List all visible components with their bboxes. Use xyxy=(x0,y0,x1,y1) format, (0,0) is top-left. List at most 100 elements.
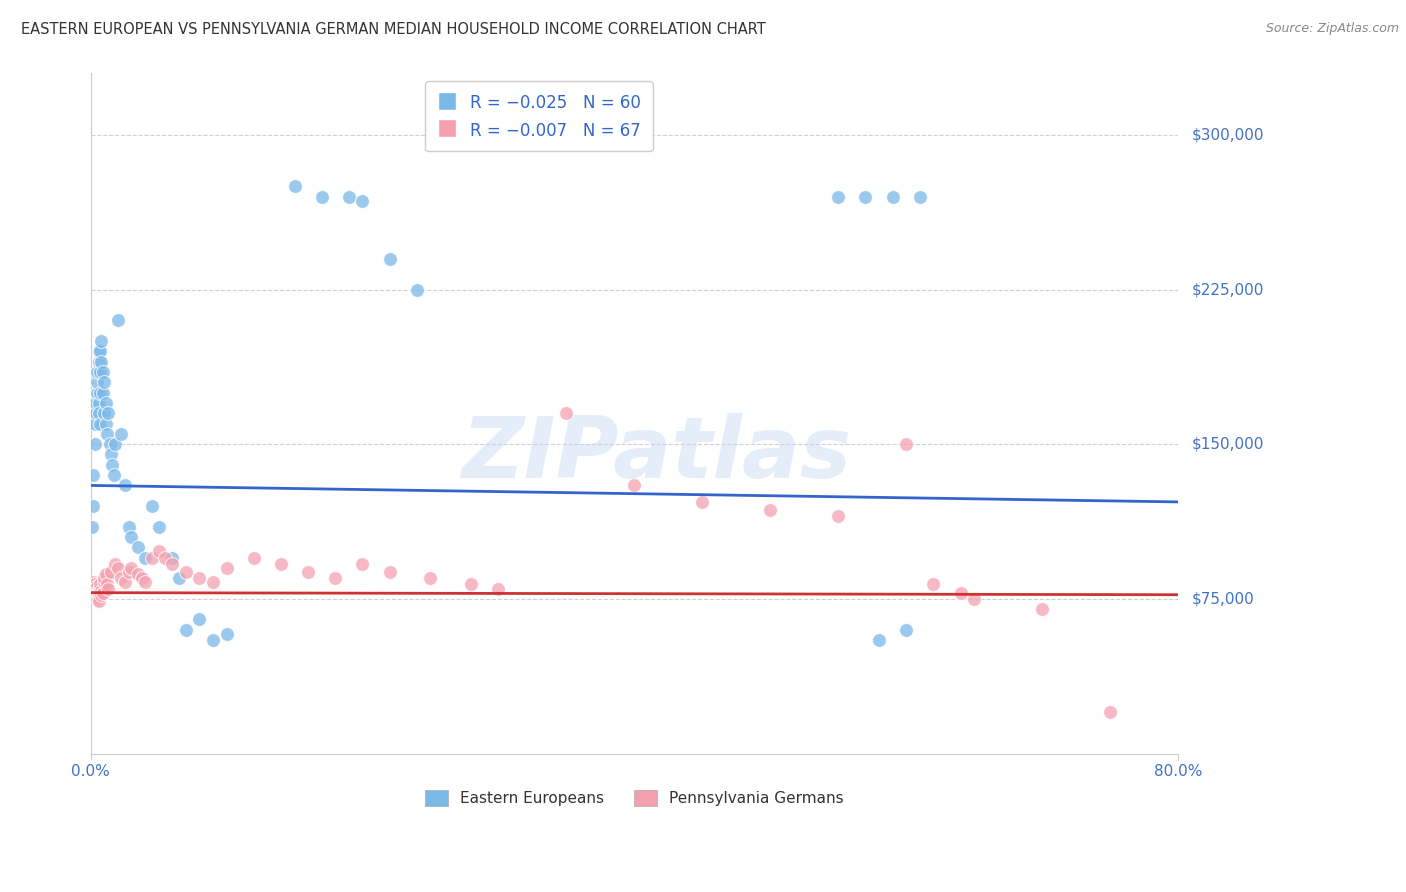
Point xyxy=(337,190,360,204)
Point xyxy=(896,623,918,637)
Point xyxy=(84,406,107,420)
Point xyxy=(270,557,292,571)
Point xyxy=(692,495,714,509)
Point xyxy=(201,633,224,648)
Point xyxy=(86,365,108,379)
Point xyxy=(94,417,117,431)
Point xyxy=(86,376,108,390)
Point xyxy=(82,468,104,483)
Point xyxy=(103,468,125,483)
Point xyxy=(86,588,108,602)
Point xyxy=(118,519,141,533)
Point xyxy=(98,437,121,451)
Point xyxy=(155,550,177,565)
Point xyxy=(855,190,877,204)
Point xyxy=(90,334,112,348)
Point xyxy=(86,591,108,606)
Legend: Eastern Europeans, Pennsylvania Germans: Eastern Europeans, Pennsylvania Germans xyxy=(418,782,852,814)
Point xyxy=(87,582,110,596)
Point xyxy=(83,583,105,598)
Point xyxy=(90,588,112,602)
Point xyxy=(90,583,112,598)
Point xyxy=(100,448,122,462)
Text: Source: ZipAtlas.com: Source: ZipAtlas.com xyxy=(1265,22,1399,36)
Point xyxy=(141,550,163,565)
Point xyxy=(80,585,103,599)
Point xyxy=(93,571,115,585)
Point xyxy=(148,519,170,533)
Point xyxy=(215,627,238,641)
Point xyxy=(91,385,114,400)
Point xyxy=(868,633,890,648)
Point xyxy=(93,575,115,590)
Point xyxy=(378,252,401,266)
Point xyxy=(160,550,183,565)
Point xyxy=(323,571,346,585)
Point xyxy=(352,194,374,208)
Point xyxy=(120,561,142,575)
Text: $75,000: $75,000 xyxy=(1192,591,1254,607)
Point xyxy=(89,582,111,596)
Point xyxy=(167,571,190,585)
Point xyxy=(1031,602,1053,616)
Point xyxy=(80,582,103,596)
Point xyxy=(922,577,945,591)
Point xyxy=(104,557,127,571)
Point xyxy=(89,417,111,431)
Point xyxy=(460,577,482,591)
Point xyxy=(1099,706,1122,720)
Point xyxy=(97,582,120,596)
Point xyxy=(87,344,110,359)
Point xyxy=(378,565,401,579)
Point xyxy=(118,565,141,579)
Point xyxy=(82,575,104,590)
Point xyxy=(134,575,156,590)
Point xyxy=(949,585,972,599)
Point xyxy=(84,582,107,596)
Point xyxy=(201,575,224,590)
Point xyxy=(90,354,112,368)
Point xyxy=(87,406,110,420)
Point xyxy=(87,590,110,604)
Point xyxy=(104,437,127,451)
Point xyxy=(107,561,129,575)
Point xyxy=(89,344,111,359)
Point xyxy=(94,567,117,582)
Point xyxy=(86,385,108,400)
Point xyxy=(160,557,183,571)
Point xyxy=(131,571,153,585)
Point xyxy=(555,406,578,420)
Point xyxy=(114,478,136,492)
Point xyxy=(148,544,170,558)
Point xyxy=(141,499,163,513)
Point xyxy=(827,190,849,204)
Point xyxy=(908,190,931,204)
Point xyxy=(110,571,132,585)
Point xyxy=(89,385,111,400)
Point xyxy=(188,571,211,585)
Point xyxy=(100,565,122,579)
Point xyxy=(87,354,110,368)
Point xyxy=(827,509,849,524)
Point xyxy=(84,590,107,604)
Point xyxy=(174,623,197,637)
Point xyxy=(896,437,918,451)
Point xyxy=(82,583,104,598)
Point xyxy=(110,426,132,441)
Point xyxy=(882,190,904,204)
Point xyxy=(91,585,114,599)
Point xyxy=(120,530,142,544)
Point xyxy=(86,579,108,593)
Point xyxy=(96,577,118,591)
Point xyxy=(89,365,111,379)
Point xyxy=(83,588,105,602)
Point xyxy=(419,571,441,585)
Text: EASTERN EUROPEAN VS PENNSYLVANIA GERMAN MEDIAN HOUSEHOLD INCOME CORRELATION CHAR: EASTERN EUROPEAN VS PENNSYLVANIA GERMAN … xyxy=(21,22,766,37)
Point xyxy=(83,417,105,431)
Point xyxy=(352,557,374,571)
Point xyxy=(623,478,645,492)
Point xyxy=(127,567,149,582)
Point xyxy=(87,585,110,599)
Point xyxy=(283,179,305,194)
Point xyxy=(86,583,108,598)
